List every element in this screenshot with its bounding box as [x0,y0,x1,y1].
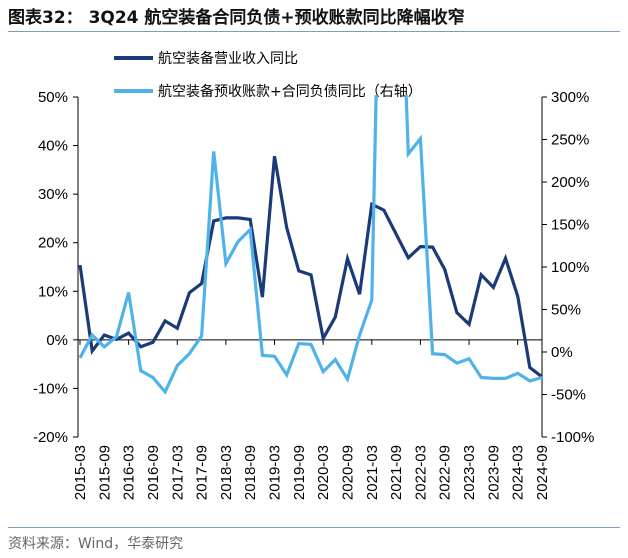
x-axis-tick-label: 2019-03 [267,445,284,500]
x-axis-tick-label: 2018-09 [242,445,259,500]
x-axis-tick-label: 2019-09 [291,445,308,500]
legend-label-revenue: 航空装备营业收入同比 [158,50,298,67]
x-axis-tick-label: 2017-03 [169,445,186,500]
x-axis-tick-label: 2015-09 [96,445,113,500]
x-axis-tick-label: 2022-03 [412,445,429,500]
chart-title: 图表32： 3Q24 航空装备合同负债+预收账款同比降幅收窄 [8,8,465,28]
legend: 航空装备营业收入同比 航空装备预收账款+合同负债同比（右轴） [114,50,422,100]
source-note: 资料来源：Wind，华泰研究 [8,536,184,552]
x-axis-tick-label: 2023-09 [485,445,502,500]
legend-label-advances: 航空装备预收账款+合同负债同比（右轴） [158,83,422,100]
x-axis-tick-label: 2023-03 [461,445,478,500]
axes: 50% 40% 30% 20% 10% 0% -10% -20% 300% 250% 200% 150… [33,89,594,500]
right-axis-tick-label: 200% [551,174,589,191]
right-axis-tick-label: 150% [551,217,589,234]
x-axis-tick-label: 2017-09 [194,445,211,500]
left-axis-tick-label: -10% [33,380,68,397]
right-axis-tick-label: 0% [551,344,573,361]
right-axis-tick-label: -50% [551,387,586,404]
x-axis-tick-label: 2015-03 [72,445,89,500]
x-axis-tick-label: 2022-09 [437,445,454,500]
x-axis-tick-label: 2016-03 [121,445,138,500]
x-axis-tick-label: 2021-09 [388,445,405,500]
x-axis-tick-label: 2024-09 [534,445,551,500]
left-axis-tick-label: 20% [38,235,68,252]
source-divider [8,527,620,528]
right-axis-tick-label: 300% [551,89,589,106]
left-axis-tick-label: 40% [38,138,68,155]
x-axis-tick-label: 2020-03 [315,445,332,500]
right-axis-tick-label: 50% [551,302,581,319]
left-axis-tick-label: 10% [38,283,68,300]
x-axis-tick-label: 2021-03 [364,445,381,500]
left-axis-tick-label: 0% [46,332,68,349]
right-axis-tick-label: 250% [551,132,589,149]
x-axis-tick-label: 2024-03 [510,445,527,500]
series-lines [78,95,543,395]
right-axis-tick-label: 100% [551,259,589,276]
left-axis-tick-label: -20% [33,429,68,446]
x-axis-tick-label: 2020-09 [339,445,356,500]
right-axis-tick-label: -100% [551,429,594,446]
left-axis-tick-label: 50% [38,89,68,106]
title-divider [8,31,620,32]
x-axis-tick-label: 2016-09 [145,445,162,500]
left-axis-tick-label: 30% [38,186,68,203]
x-axis-tick-label: 2018-03 [218,445,235,500]
